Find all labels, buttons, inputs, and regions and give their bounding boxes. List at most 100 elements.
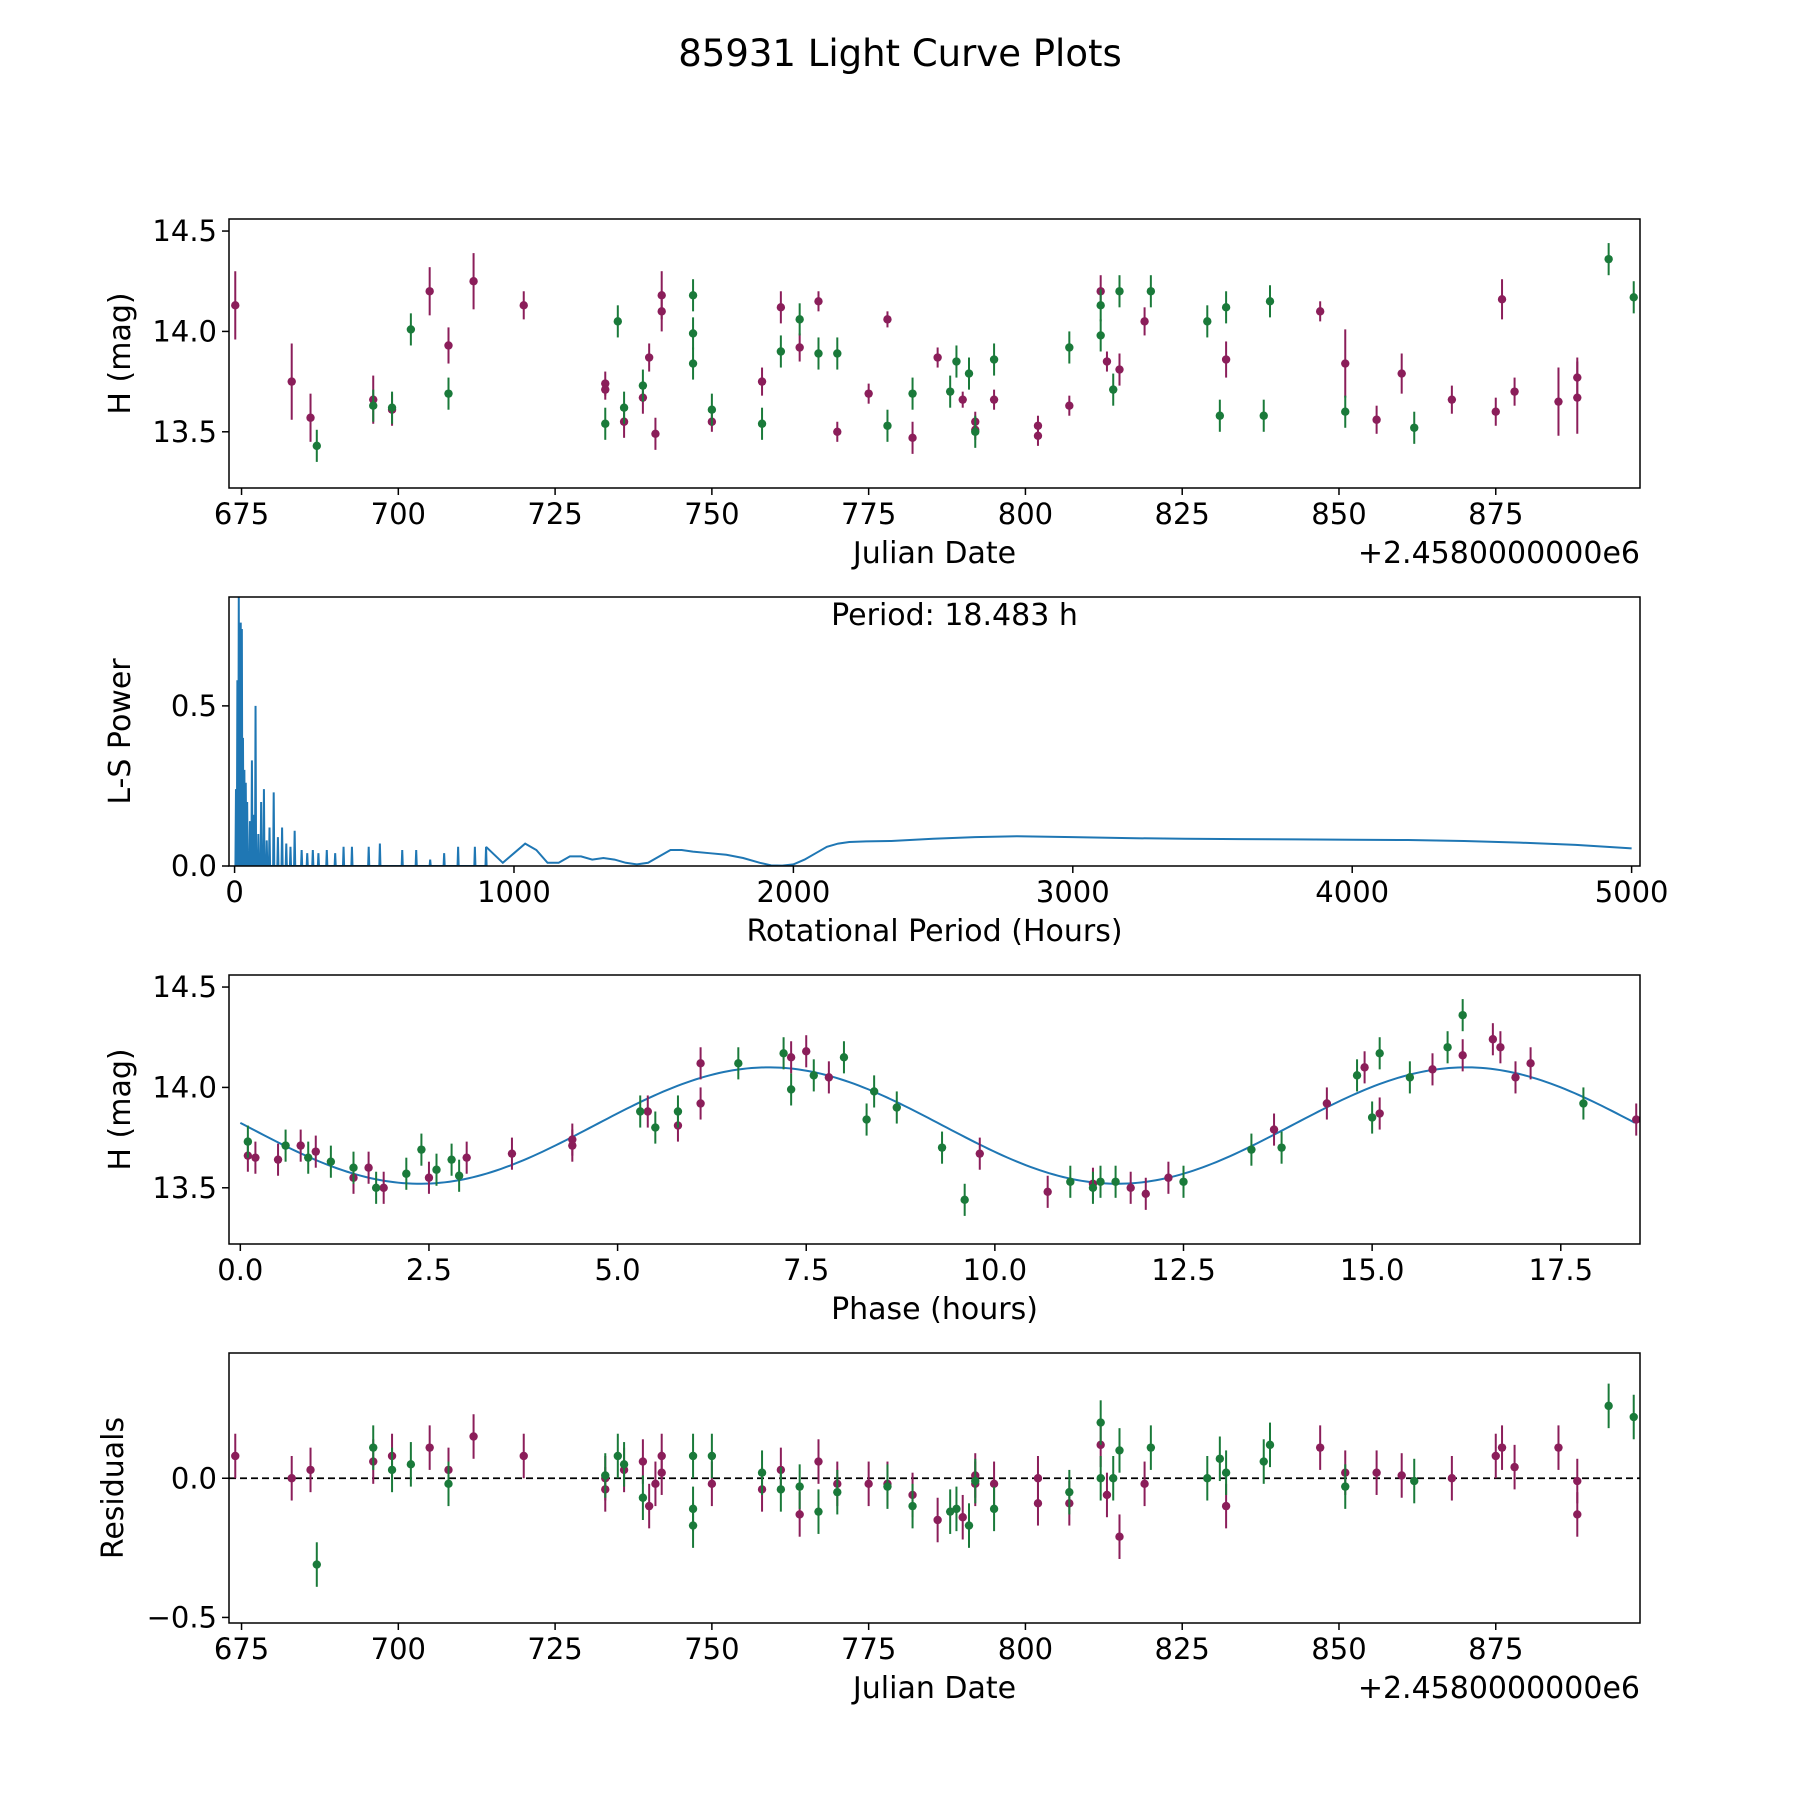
data-point-filter-b bbox=[447, 1155, 456, 1164]
data-point-filter-a bbox=[833, 427, 842, 436]
x-tick-label: 800 bbox=[998, 1632, 1053, 1666]
data-point-filter-a bbox=[696, 1059, 705, 1068]
data-point-filter-b bbox=[945, 1507, 955, 1516]
data-point-filter-b bbox=[862, 1115, 871, 1124]
data-point-filter-a bbox=[273, 1155, 283, 1164]
y-tick-label: 13.5 bbox=[152, 1171, 217, 1205]
data-point-filter-a bbox=[1372, 415, 1381, 424]
data-point-filter-b bbox=[1410, 1476, 1419, 1486]
data-point-filter-b bbox=[908, 389, 917, 398]
x-tick-label: 675 bbox=[214, 497, 269, 531]
data-point-filter-a bbox=[644, 1501, 654, 1511]
data-point-filter-b bbox=[688, 1451, 698, 1461]
data-point-filter-a bbox=[1447, 395, 1457, 404]
x-tick-label: 10.0 bbox=[963, 1253, 1028, 1287]
data-point-filter-b bbox=[1604, 1401, 1613, 1411]
data-point-filter-a bbox=[1510, 387, 1519, 396]
data-point-filter-a bbox=[802, 1047, 811, 1056]
data-point-filter-b bbox=[312, 1560, 321, 1569]
y-tick-label: 0.5 bbox=[171, 689, 217, 723]
data-point-filter-b bbox=[444, 1479, 453, 1489]
data-point-filter-a bbox=[1102, 357, 1112, 366]
data-point-filter-b bbox=[651, 1123, 660, 1132]
x-tick-label: 775 bbox=[841, 497, 896, 531]
data-point-filter-b bbox=[638, 381, 648, 390]
data-point-filter-b bbox=[673, 1107, 683, 1116]
data-point-filter-a bbox=[1043, 1187, 1052, 1197]
data-point-filter-a bbox=[1554, 1443, 1563, 1452]
data-point-filter-a bbox=[519, 1451, 528, 1461]
data-point-filter-b bbox=[1088, 1183, 1098, 1192]
data-point-filter-b bbox=[1215, 1454, 1225, 1463]
period-annotation: Period: 18.483 h bbox=[831, 598, 1078, 633]
data-point-filter-a bbox=[1497, 295, 1507, 304]
x-axis-label: Julian Date bbox=[851, 1671, 1016, 1706]
data-point-filter-a bbox=[989, 1479, 999, 1489]
data-point-filter-a bbox=[1033, 421, 1043, 430]
x-tick-label: 875 bbox=[1468, 497, 1523, 531]
data-point-filter-a bbox=[814, 297, 823, 306]
data-point-filter-b bbox=[1115, 287, 1124, 296]
data-point-filter-a bbox=[933, 353, 942, 362]
axes-frame bbox=[228, 218, 1641, 489]
data-point-filter-a bbox=[1496, 1043, 1505, 1052]
data-point-filter-a bbox=[638, 1457, 648, 1466]
y-tick-label: 13.5 bbox=[152, 415, 217, 449]
data-point-filter-a bbox=[786, 1053, 796, 1062]
data-point-filter-a bbox=[696, 1099, 705, 1108]
x-tick-label: 750 bbox=[684, 497, 739, 531]
data-point-filter-b bbox=[371, 1183, 381, 1192]
data-point-filter-b bbox=[417, 1145, 426, 1154]
x-tick-label: 17.5 bbox=[1528, 1253, 1593, 1287]
data-point-filter-a bbox=[657, 307, 666, 316]
data-point-filter-b bbox=[243, 1137, 253, 1146]
x-tick-label: 4000 bbox=[1315, 875, 1389, 909]
x-offset-label: +2.4580000000e6 bbox=[1358, 1671, 1640, 1706]
y-tick-label: 0.0 bbox=[171, 1461, 217, 1495]
data-point-filter-a bbox=[651, 429, 660, 438]
data-point-filter-b bbox=[636, 1107, 645, 1116]
data-point-filter-a bbox=[296, 1141, 305, 1150]
data-point-filter-b bbox=[387, 403, 397, 412]
data-point-filter-b bbox=[1443, 1043, 1452, 1052]
data-point-filter-a bbox=[1315, 1443, 1325, 1452]
data-point-filter-b bbox=[989, 355, 999, 364]
data-point-filter-b bbox=[1277, 1143, 1286, 1152]
y-tick-label: 14.5 bbox=[152, 970, 217, 1004]
data-point-filter-b bbox=[839, 1053, 849, 1062]
data-point-filter-a bbox=[657, 1468, 666, 1477]
data-point-filter-a bbox=[364, 1163, 373, 1172]
data-point-filter-a bbox=[306, 1465, 315, 1475]
data-point-filter-b bbox=[688, 329, 698, 338]
y-tick-label: 14.5 bbox=[152, 214, 217, 248]
data-point-filter-b bbox=[971, 1476, 980, 1486]
data-point-filter-b bbox=[1604, 254, 1613, 264]
y-axis-label: H (mag) bbox=[103, 1048, 138, 1170]
x-tick-label: 775 bbox=[841, 1632, 896, 1666]
data-point-filter-a bbox=[1033, 431, 1043, 441]
data-point-filter-a bbox=[908, 433, 917, 443]
data-point-filter-b bbox=[1179, 1177, 1188, 1186]
periodogram-peaks bbox=[234, 597, 488, 866]
data-point-filter-b bbox=[952, 1504, 961, 1514]
data-point-filter-b bbox=[1629, 1412, 1638, 1422]
data-point-filter-b bbox=[883, 1482, 892, 1491]
data-point-filter-b bbox=[779, 1049, 788, 1058]
data-point-filter-a bbox=[1428, 1065, 1437, 1074]
data-point-filter-b bbox=[432, 1165, 441, 1174]
y-tick-label: 14.0 bbox=[152, 314, 217, 348]
data-point-filter-b bbox=[814, 1507, 823, 1516]
data-point-filter-b bbox=[326, 1157, 336, 1166]
data-point-filter-b bbox=[1096, 1177, 1105, 1186]
data-point-filter-b bbox=[1629, 293, 1638, 302]
data-point-filter-b bbox=[1096, 1418, 1105, 1427]
data-point-filter-a bbox=[824, 1073, 834, 1082]
data-point-filter-a bbox=[1573, 393, 1582, 402]
data-point-filter-a bbox=[1115, 365, 1124, 374]
data-point-filter-a bbox=[644, 353, 654, 362]
data-point-filter-a bbox=[1510, 1462, 1519, 1472]
data-point-filter-b bbox=[809, 1071, 818, 1080]
data-point-filter-a bbox=[1526, 1059, 1535, 1068]
data-point-filter-b bbox=[688, 1521, 698, 1530]
